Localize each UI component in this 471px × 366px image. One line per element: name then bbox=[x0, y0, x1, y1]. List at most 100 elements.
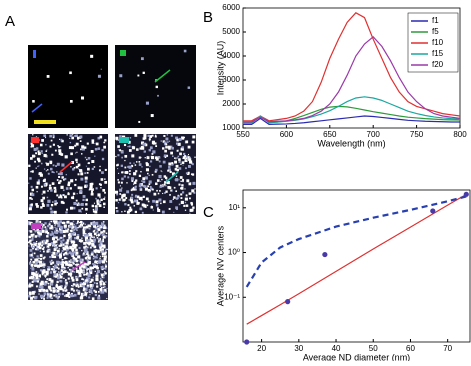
speckle bbox=[46, 149, 48, 151]
speckle bbox=[187, 171, 190, 174]
speckle bbox=[88, 232, 90, 234]
speckle bbox=[175, 178, 179, 182]
speckle bbox=[140, 198, 143, 201]
speckle bbox=[52, 228, 54, 230]
panel-label: A bbox=[5, 13, 15, 30]
speckle bbox=[134, 194, 138, 197]
speckle bbox=[123, 175, 126, 178]
speckle bbox=[39, 294, 43, 298]
speckle bbox=[35, 152, 38, 155]
speckle bbox=[71, 278, 75, 282]
speckle bbox=[164, 181, 167, 184]
speckle bbox=[156, 179, 160, 182]
speckle bbox=[92, 257, 95, 260]
speckle bbox=[58, 146, 61, 149]
speckle bbox=[148, 138, 151, 141]
speckle bbox=[141, 203, 145, 207]
speckle bbox=[72, 134, 74, 136]
speckle bbox=[91, 141, 94, 144]
speckle bbox=[31, 280, 34, 283]
speckle bbox=[31, 154, 35, 158]
speckle bbox=[78, 203, 81, 206]
speckle bbox=[37, 231, 40, 234]
speckle bbox=[79, 169, 83, 173]
speckle bbox=[87, 254, 90, 257]
speckle bbox=[31, 267, 35, 271]
speckle bbox=[38, 246, 42, 250]
speckle bbox=[128, 145, 131, 148]
speckle bbox=[130, 196, 134, 200]
speckle bbox=[80, 292, 84, 296]
speckle bbox=[73, 241, 76, 244]
speckle bbox=[175, 197, 178, 200]
speckle bbox=[35, 136, 38, 138]
speckle bbox=[86, 158, 88, 161]
speckle bbox=[161, 210, 165, 214]
speckle bbox=[177, 142, 181, 146]
speckle bbox=[50, 225, 53, 228]
speckle bbox=[31, 266, 34, 270]
speckle bbox=[87, 267, 89, 270]
speckle bbox=[70, 179, 74, 183]
speckle bbox=[94, 142, 96, 144]
speckle bbox=[93, 202, 96, 204]
speckle bbox=[164, 149, 167, 153]
speckle bbox=[52, 240, 56, 244]
speckle bbox=[47, 246, 49, 249]
speckle bbox=[68, 236, 71, 240]
speckle bbox=[74, 183, 77, 187]
speckle bbox=[69, 206, 73, 210]
speckle bbox=[90, 193, 93, 196]
speckle bbox=[160, 140, 162, 142]
speckle bbox=[134, 196, 137, 198]
speckle bbox=[190, 203, 193, 206]
speckle bbox=[80, 270, 84, 273]
speckle bbox=[129, 170, 131, 172]
speckle bbox=[74, 134, 77, 138]
speckle bbox=[42, 263, 46, 267]
speckle bbox=[59, 271, 62, 274]
speckle bbox=[47, 169, 49, 171]
speckle bbox=[101, 289, 105, 292]
speckle bbox=[165, 143, 168, 146]
speckle bbox=[181, 161, 185, 164]
speckle bbox=[88, 289, 90, 291]
speckle bbox=[47, 199, 51, 203]
speckle bbox=[99, 277, 102, 280]
speckle bbox=[192, 135, 196, 139]
speckle bbox=[31, 236, 34, 239]
speckle bbox=[54, 226, 56, 228]
speckle bbox=[96, 278, 99, 282]
speckle bbox=[168, 140, 171, 142]
speckle bbox=[40, 223, 43, 226]
speckle bbox=[181, 191, 185, 194]
speckle bbox=[80, 148, 82, 151]
speckle bbox=[124, 159, 126, 162]
speckle bbox=[57, 145, 59, 147]
speckle bbox=[128, 199, 130, 201]
speckle bbox=[178, 137, 182, 141]
speckle bbox=[185, 204, 189, 207]
speckle bbox=[89, 290, 93, 294]
speckle bbox=[86, 171, 89, 174]
speckle bbox=[79, 296, 83, 300]
speckle bbox=[53, 186, 57, 190]
speckle bbox=[187, 86, 191, 89]
arrow bbox=[154, 69, 171, 83]
speckle bbox=[165, 177, 168, 180]
speckle bbox=[31, 170, 34, 173]
speckle bbox=[44, 280, 48, 284]
speckle bbox=[125, 171, 128, 174]
speckle bbox=[36, 255, 39, 258]
speckle bbox=[92, 276, 94, 278]
speckle bbox=[49, 260, 52, 263]
speckle bbox=[140, 57, 144, 61]
speckle bbox=[85, 207, 88, 211]
speckle bbox=[75, 222, 78, 225]
speckle bbox=[36, 273, 38, 275]
speckle bbox=[100, 227, 102, 230]
speckle bbox=[184, 197, 188, 201]
speckle bbox=[140, 197, 143, 199]
speckle bbox=[102, 235, 106, 239]
speckle bbox=[104, 263, 107, 266]
